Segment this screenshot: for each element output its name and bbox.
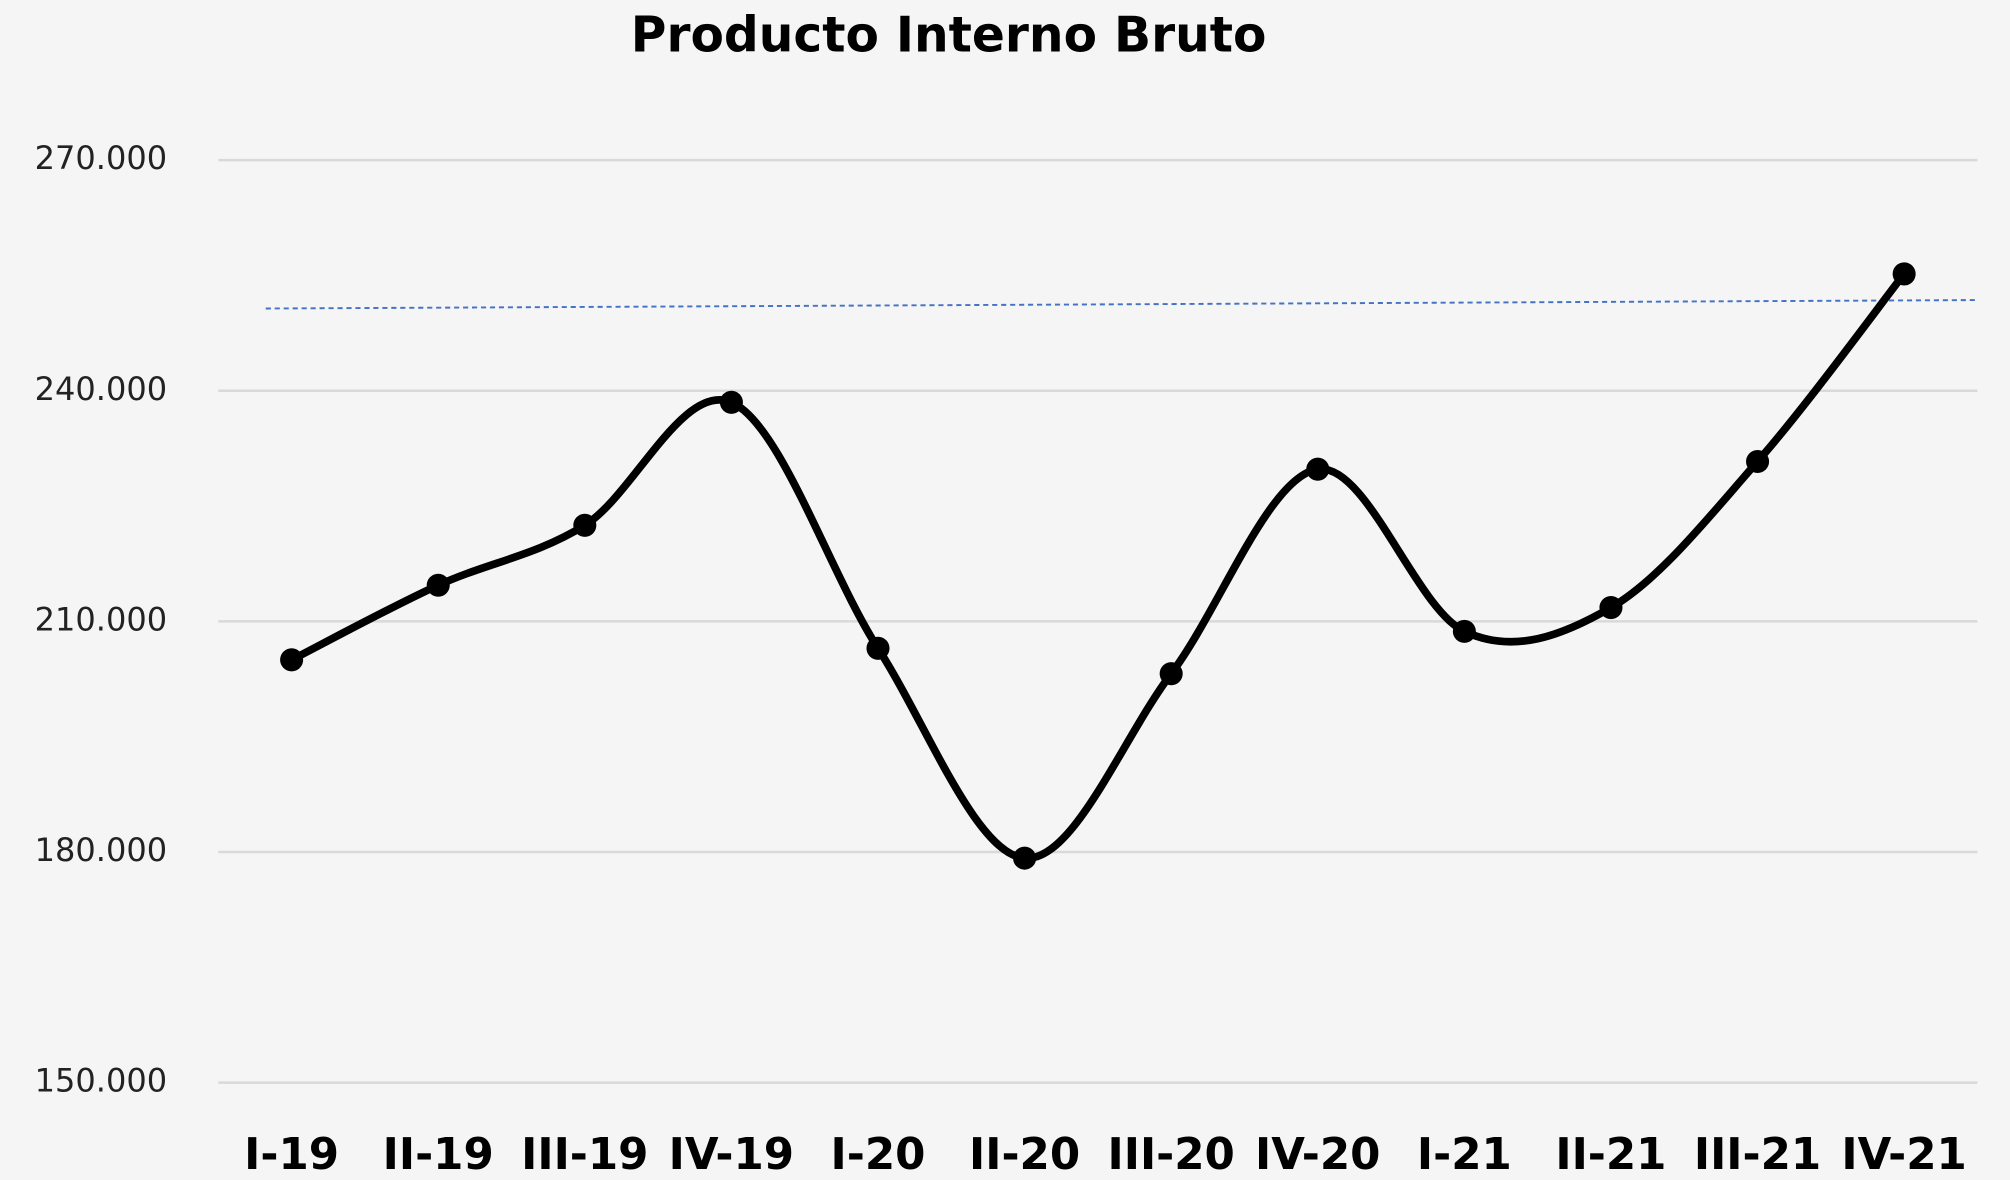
point bbox=[1746, 449, 1770, 474]
y-tick-label: 210.000 bbox=[35, 600, 167, 638]
x-tick-label: I-20 bbox=[831, 1130, 926, 1180]
point bbox=[1013, 846, 1037, 870]
x-tick-label: I-21 bbox=[1417, 1130, 1512, 1180]
x-tick-label: IV-21 bbox=[1841, 1130, 1966, 1180]
x-tick-label: IV-20 bbox=[1255, 1130, 1380, 1180]
x-tick-label: III-21 bbox=[1694, 1130, 1821, 1180]
y-tick-label: 270.000 bbox=[35, 139, 167, 177]
x-tick-label: III-20 bbox=[1108, 1130, 1235, 1180]
x-tick-label: II-19 bbox=[383, 1130, 494, 1180]
point bbox=[1452, 619, 1476, 643]
y-tick-label: 240.000 bbox=[35, 370, 167, 408]
y-tick-label: 180.000 bbox=[35, 831, 167, 869]
point bbox=[1892, 262, 1916, 286]
x-tick-label: II-21 bbox=[1555, 1130, 1666, 1180]
point bbox=[1599, 596, 1623, 620]
x-tick-label: IV-19 bbox=[669, 1130, 794, 1180]
point bbox=[719, 390, 743, 414]
point bbox=[280, 648, 304, 672]
x-tick-label: I-19 bbox=[244, 1130, 339, 1180]
point bbox=[1306, 457, 1330, 481]
x-tick-label: III-19 bbox=[521, 1130, 648, 1180]
chart-title: Producto Interno Bruto bbox=[631, 7, 1267, 63]
x-tick-label: II-20 bbox=[969, 1130, 1080, 1180]
trend-line bbox=[265, 299, 1978, 310]
point bbox=[866, 636, 890, 660]
point bbox=[573, 513, 597, 537]
y-tick-label: 150.000 bbox=[35, 1062, 167, 1100]
point bbox=[426, 573, 450, 597]
point bbox=[1159, 662, 1183, 686]
line bbox=[289, 271, 1908, 863]
